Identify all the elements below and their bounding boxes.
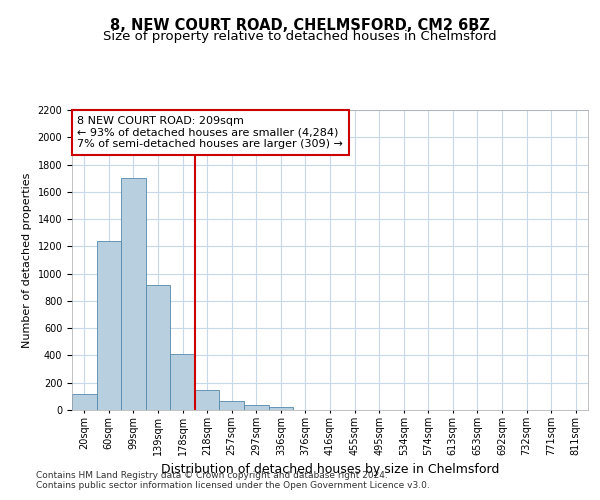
Bar (97, 241, 121, 410)
Text: Contains HM Land Registry data © Crown copyright and database right 2024.: Contains HM Land Registry data © Crown c… (36, 470, 388, 480)
Bar (269, 406, 293, 410)
Bar (170, 354, 195, 410)
Y-axis label: Number of detached properties: Number of detached properties (22, 172, 32, 348)
Text: 8, NEW COURT ROAD, CHELMSFORD, CM2 6BZ: 8, NEW COURT ROAD, CHELMSFORD, CM2 6BZ (110, 18, 490, 32)
Bar (146, 284, 170, 410)
Bar (244, 404, 269, 410)
Text: Contains public sector information licensed under the Open Government Licence v3: Contains public sector information licen… (36, 480, 430, 490)
Bar (72, 394, 97, 410)
Bar (121, 178, 146, 410)
Text: 8 NEW COURT ROAD: 209sqm
← 93% of detached houses are smaller (4,284)
7% of semi: 8 NEW COURT ROAD: 209sqm ← 93% of detach… (77, 116, 343, 149)
Bar (220, 401, 244, 410)
X-axis label: Distribution of detached houses by size in Chelmsford: Distribution of detached houses by size … (161, 464, 499, 476)
Text: Size of property relative to detached houses in Chelmsford: Size of property relative to detached ho… (103, 30, 497, 43)
Bar (195, 390, 220, 410)
